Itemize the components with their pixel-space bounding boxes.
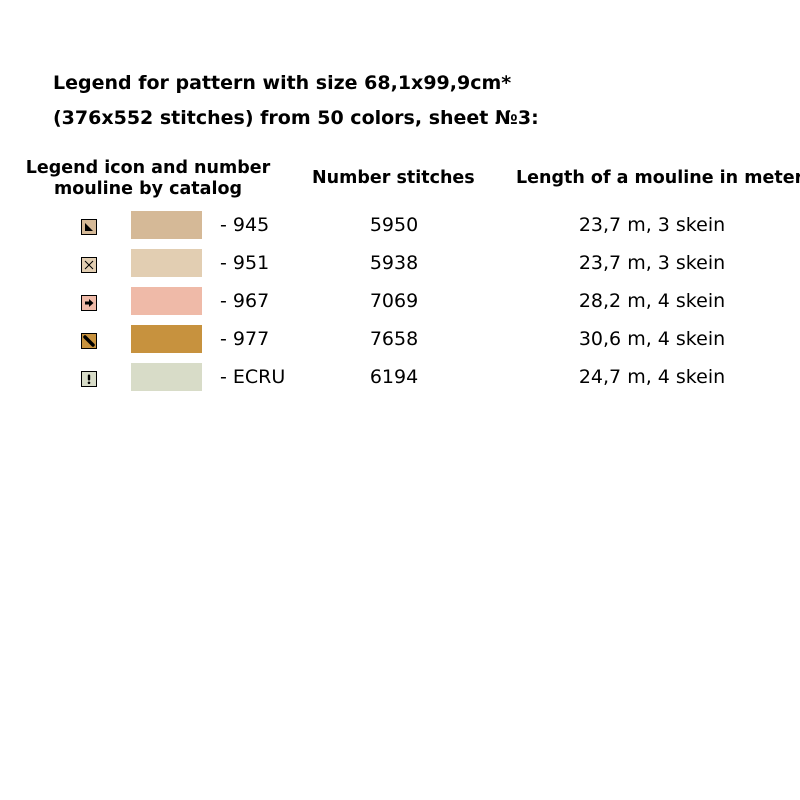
mouline-length: 28,2 m, 4 skein [578, 290, 726, 312]
mouline-length: 23,7 m, 3 skein [578, 214, 726, 236]
mouline-code: - ECRU [220, 366, 286, 388]
header-legend-line-2: mouline by catalog [53, 179, 243, 199]
mouline-length: 23,7 m, 3 skein [578, 252, 726, 274]
legend-row: - 945 5950 23,7 m, 3 skein [0, 210, 800, 244]
mouline-code: - 977 [220, 328, 270, 350]
exclamation-icon [81, 371, 97, 387]
mouline-length: 30,6 m, 4 skein [578, 328, 726, 350]
legend-row: - 977 7658 30,6 m, 4 skein [0, 324, 800, 358]
header-number-stitches: Number stitches [312, 168, 475, 188]
legend-row: - ECRU 6194 24,7 m, 4 skein [0, 362, 800, 396]
legend-title: Legend for pattern with size 68,1x99,9cm… [53, 66, 539, 136]
stitch-count: 7069 [369, 290, 419, 312]
mouline-code: - 967 [220, 290, 270, 312]
title-line-1: Legend for pattern with size 68,1x99,9cm… [53, 72, 512, 94]
mouline-length: 24,7 m, 4 skein [578, 366, 726, 388]
arrow-right-icon [81, 295, 97, 311]
legend-row: - 951 5938 23,7 m, 3 skein [0, 248, 800, 282]
title-line-2: (376x552 stitches) from 50 colors, sheet… [53, 107, 539, 129]
cross-icon [81, 257, 97, 273]
color-swatch [131, 325, 202, 353]
color-swatch [131, 363, 202, 391]
color-swatch [131, 287, 202, 315]
stitch-count: 5950 [369, 214, 419, 236]
stitch-count: 7658 [369, 328, 419, 350]
stitch-count: 5938 [369, 252, 419, 274]
header-length: Length of a mouline in meter [516, 168, 800, 188]
mouline-code: - 945 [220, 214, 270, 236]
diagonal-bar-icon [81, 333, 97, 349]
triangle-icon [81, 219, 97, 235]
color-swatch [131, 249, 202, 277]
header-legend-line-1: Legend icon and number [25, 158, 271, 178]
stitch-count: 6194 [369, 366, 419, 388]
mouline-code: - 951 [220, 252, 270, 274]
header-legend: Legend icon and number mouline by catalo… [0, 158, 296, 200]
color-swatch [131, 211, 202, 239]
legend-row: - 967 7069 28,2 m, 4 skein [0, 286, 800, 320]
